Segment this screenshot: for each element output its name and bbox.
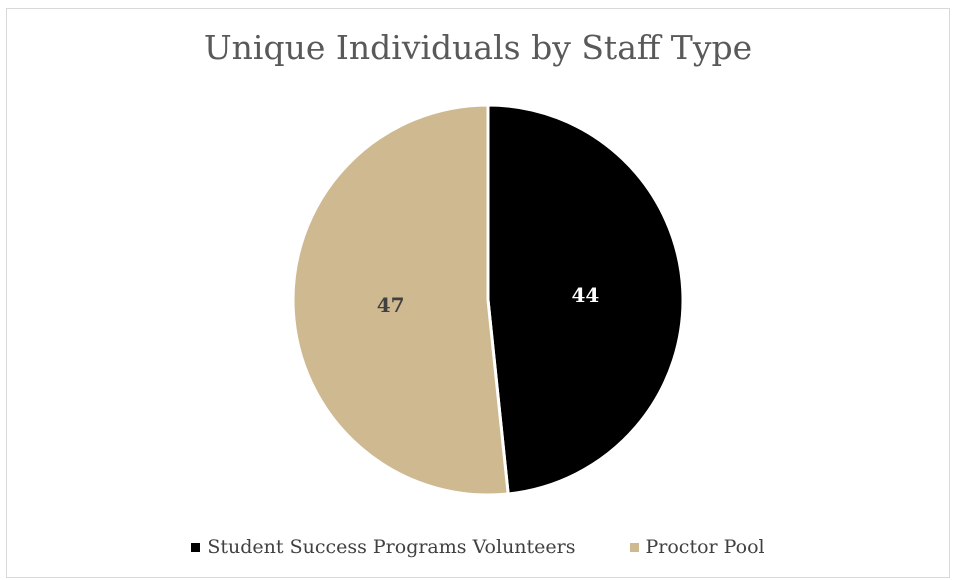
pie-slices (291, 103, 685, 497)
chart-legend: Student Success Programs Volunteers Proc… (0, 536, 956, 558)
chart-title: Unique Individuals by Staff Type (203, 28, 753, 67)
legend-label: Student Success Programs Volunteers (207, 536, 576, 558)
pie-slice-student-success-programs-volunteers (486, 103, 685, 496)
data-label-proctor-pool: 47 (377, 293, 405, 317)
pie-slice-proctor-pool (291, 103, 510, 497)
data-label-student-success-programs-volunteers: 44 (571, 283, 599, 307)
legend-swatch-gold (629, 542, 639, 552)
legend-item-student-success-programs-volunteers: Student Success Programs Volunteers (191, 536, 576, 558)
legend-swatch-black (191, 542, 201, 552)
pie-data-labels: 44 47 (377, 283, 600, 317)
legend-item-proctor-pool: Proctor Pool (629, 536, 765, 558)
legend-label: Proctor Pool (645, 536, 765, 558)
